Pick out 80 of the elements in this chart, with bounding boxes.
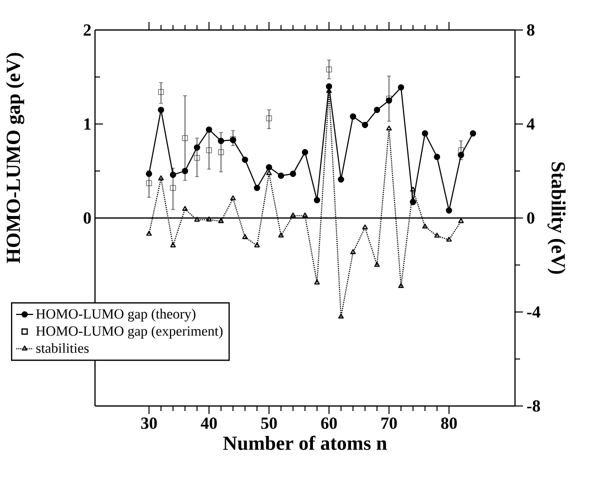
y2-tick-label: 0 — [527, 212, 534, 224]
point — [194, 144, 200, 151]
point — [266, 164, 272, 170]
point — [218, 218, 224, 224]
x-tick-label: 70 — [382, 417, 397, 429]
y2-axis-title: Stability (eV) — [547, 162, 566, 274]
point — [338, 314, 344, 319]
point — [386, 126, 392, 131]
point — [338, 176, 344, 183]
legend-label: HOMO-LUMO gap (theory) — [36, 308, 196, 322]
point — [170, 242, 176, 248]
point — [242, 156, 248, 163]
y2-tick-label: 8 — [527, 24, 534, 36]
point — [290, 170, 296, 177]
point — [290, 212, 296, 218]
point — [326, 83, 332, 90]
point — [374, 106, 380, 114]
y2-tick-label: -8 — [527, 400, 540, 412]
point — [146, 180, 152, 186]
point — [194, 155, 200, 161]
point — [182, 168, 188, 174]
y-tick-label: 0 — [84, 212, 91, 224]
point — [254, 242, 260, 248]
point — [254, 184, 260, 192]
x-tick-label: 60 — [321, 417, 337, 429]
legend-label: HOMO-LUMO gap (experiment) — [36, 326, 223, 339]
point — [470, 130, 476, 137]
point — [158, 175, 164, 180]
point — [326, 66, 332, 72]
point — [206, 126, 212, 133]
y-tick-label: 1 — [84, 118, 91, 130]
point — [458, 148, 464, 154]
point — [170, 185, 176, 191]
point — [398, 84, 404, 90]
point — [374, 262, 380, 267]
y-tick-label: 2 — [84, 24, 91, 36]
point — [398, 282, 404, 288]
point — [362, 122, 368, 128]
point — [206, 148, 212, 154]
point — [350, 249, 356, 254]
point — [410, 198, 416, 206]
x-tick-label: 30 — [141, 417, 157, 429]
x-tick-label: 50 — [261, 417, 277, 429]
point — [158, 89, 164, 95]
legend-label: stabilities — [36, 343, 89, 353]
point — [230, 195, 236, 200]
point — [434, 154, 440, 160]
point — [446, 207, 452, 214]
point — [158, 106, 164, 114]
point — [278, 172, 284, 179]
y2-tick-label: 4 — [526, 118, 535, 130]
point — [350, 113, 356, 120]
point — [266, 170, 272, 176]
point — [446, 236, 452, 242]
point — [410, 186, 416, 192]
point — [194, 216, 200, 222]
point — [434, 232, 440, 238]
point — [218, 149, 224, 155]
point — [266, 116, 272, 122]
x-tick-label: 80 — [441, 417, 457, 429]
point — [362, 224, 368, 230]
point — [146, 230, 152, 236]
point — [422, 224, 428, 229]
x-axis-title: Number of atoms n — [223, 436, 387, 450]
point — [182, 206, 188, 211]
x-tick-label: 40 — [200, 417, 217, 429]
point — [458, 218, 464, 224]
point — [170, 172, 176, 178]
point — [302, 212, 308, 218]
y2-tick-label: -4 — [527, 306, 540, 318]
point — [302, 149, 308, 156]
point — [206, 216, 212, 222]
y-axis-title: HOMO-LUMO gap (eV) — [6, 52, 24, 264]
point — [314, 279, 320, 284]
point — [242, 234, 248, 240]
point — [218, 138, 224, 144]
point — [314, 196, 320, 204]
point — [278, 232, 284, 238]
point — [182, 135, 188, 141]
point — [422, 130, 428, 137]
